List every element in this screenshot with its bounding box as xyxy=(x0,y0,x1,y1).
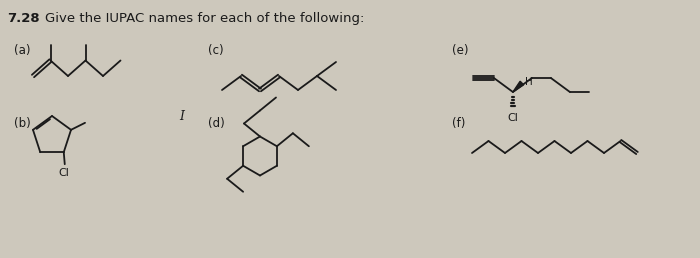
Text: (f): (f) xyxy=(452,117,466,130)
Text: Cl: Cl xyxy=(58,168,69,178)
Text: I: I xyxy=(179,109,185,123)
Text: Give the IUPAC names for each of the following:: Give the IUPAC names for each of the fol… xyxy=(45,12,365,25)
Text: (c): (c) xyxy=(208,44,223,57)
Text: (e): (e) xyxy=(452,44,468,57)
Text: H: H xyxy=(525,77,533,87)
Polygon shape xyxy=(513,81,524,92)
Text: (a): (a) xyxy=(14,44,31,57)
Text: Cl: Cl xyxy=(508,113,518,123)
Text: (d): (d) xyxy=(208,117,225,130)
Text: 7.28: 7.28 xyxy=(7,12,40,25)
Text: (b): (b) xyxy=(14,117,31,130)
